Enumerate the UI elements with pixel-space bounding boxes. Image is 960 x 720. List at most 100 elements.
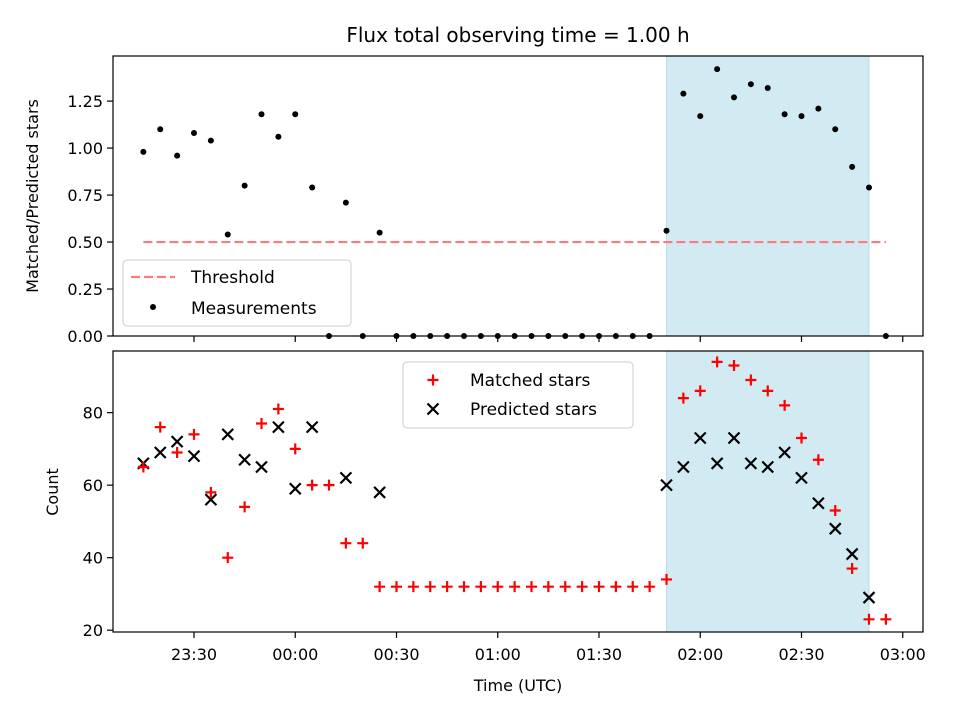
x-tick-label: 01:00: [475, 645, 521, 664]
matched-stars-point: [458, 581, 470, 593]
bottom-y-tick-label: 40: [83, 549, 103, 568]
matched-stars-point: [289, 443, 301, 455]
bottom-y-tick-label: 60: [83, 476, 103, 495]
predicted-stars-point: [660, 478, 673, 492]
measurement-point: [747, 81, 754, 88]
top-legend-box: [122, 259, 352, 327]
top-y-axis-label: Matched/Predicted stars: [23, 99, 42, 293]
matched-stars-point: [812, 454, 824, 466]
top-shaded-region: [666, 55, 870, 337]
x-tick-label: 00:30: [373, 645, 419, 664]
top-y-tick-label: 0.00: [67, 327, 103, 346]
measurement-point: [258, 111, 265, 118]
predicted-stars-point: [153, 446, 167, 459]
measurement-point: [798, 113, 805, 120]
matched-stars-point: [205, 486, 217, 498]
predicted-stars-point: [828, 522, 842, 535]
predicted-stars-point: [812, 497, 825, 510]
matched-stars-point: [407, 581, 419, 593]
measurement-point: [309, 184, 316, 191]
matched-stars-point: [424, 581, 436, 593]
matched-stars-point: [441, 581, 453, 593]
matched-stars-point: [627, 581, 639, 593]
matched-stars-point: [374, 581, 386, 593]
legend-matched-label: Matched stars: [470, 371, 590, 391]
bottom-y-tick-label: 80: [83, 404, 103, 423]
legend-matched-swatch: [427, 374, 439, 386]
predicted-stars-point: [272, 420, 285, 434]
matched-stars-point: [188, 428, 200, 440]
measurement-point: [832, 126, 839, 133]
legend-predicted-label: Predicted stars: [470, 400, 597, 420]
matched-stars-point: [593, 581, 605, 593]
matched-stars-point: [542, 581, 554, 593]
top-y-tick-label: 0.75: [67, 186, 103, 205]
measurement-point: [292, 111, 299, 118]
predicted-stars-point: [693, 431, 707, 445]
measurement-point: [157, 126, 164, 133]
measurement-point: [866, 184, 872, 191]
top-y-tick-label: 0.50: [67, 233, 103, 252]
matched-stars-point: [171, 447, 183, 459]
predicted-stars-point: [187, 449, 201, 463]
matched-stars-point: [391, 581, 402, 593]
matched-stars-point: [829, 505, 841, 517]
matched-stars-point: [357, 537, 369, 549]
matched-stars-point: [526, 581, 537, 593]
top-chart-title: Flux total observing time = 1.00 h: [346, 23, 689, 47]
matched-stars-point: [272, 403, 284, 415]
predicted-stars-point: [255, 460, 268, 474]
measurement-point: [781, 111, 788, 118]
matched-stars-point: [711, 356, 723, 368]
x-axis-label: Time (UTC): [473, 676, 562, 695]
matched-stars-point: [475, 581, 487, 593]
legend-measurements-label: Measurements: [191, 299, 317, 319]
measurement-point: [731, 94, 737, 101]
matched-stars-point: [762, 385, 774, 397]
measurement-point: [174, 152, 181, 159]
top-y-tick-label: 0.25: [67, 280, 103, 299]
legend-threshold-label: Threshold: [190, 268, 275, 288]
matched-stars-point: [239, 501, 251, 513]
matched-stars-point: [137, 461, 149, 473]
matched-stars-point: [323, 479, 335, 491]
x-tick-label: 01:30: [576, 645, 622, 664]
matched-stars-point: [846, 563, 858, 575]
matched-stars-point: [661, 573, 672, 585]
bottom-y-axis-label: Count: [43, 468, 62, 516]
matched-stars-point: [880, 613, 892, 625]
top-y-tick-label: 1.00: [67, 139, 103, 158]
x-tick-label: 02:00: [677, 645, 723, 664]
predicted-stars-point: [845, 547, 859, 561]
x-tick-label: 00:00: [272, 645, 318, 664]
bottom-legend-box: [402, 361, 634, 429]
measurement-point: [275, 133, 282, 140]
top-y-tick-label: 1.25: [67, 92, 103, 111]
matched-stars-point: [610, 581, 622, 593]
predicted-stars-point: [677, 460, 690, 474]
x-tick-label: 03:00: [880, 645, 926, 664]
matched-stars-point: [509, 581, 521, 593]
predicted-stars-point: [761, 460, 775, 474]
predicted-stars-point: [778, 446, 791, 459]
predicted-stars-point: [727, 431, 741, 445]
predicted-stars-point: [288, 482, 302, 496]
measurement-point: [714, 66, 721, 73]
predicted-stars-point: [710, 457, 724, 470]
top-legend: Threshold Measurements: [122, 259, 352, 327]
matched-stars-point: [677, 392, 689, 404]
predicted-stars-point: [305, 420, 319, 434]
measurement-point: [224, 231, 231, 238]
top-panel: 0.00 0.25 0.50 0.75 1.00 1.25 Threshold Measure…: [67, 55, 924, 346]
x-tick-label: 23:30: [171, 645, 217, 664]
predicted-stars-point: [862, 591, 876, 604]
matched-stars-point: [340, 537, 352, 549]
matched-stars-point: [728, 360, 740, 372]
measurement-point: [697, 113, 704, 120]
predicted-stars-point: [339, 471, 353, 485]
predicted-stars-point: [170, 435, 184, 448]
matched-stars-point: [154, 421, 166, 433]
measurement-point: [207, 137, 214, 144]
matched-stars-point: [644, 581, 656, 593]
x-tick-label: 02:30: [778, 645, 824, 664]
